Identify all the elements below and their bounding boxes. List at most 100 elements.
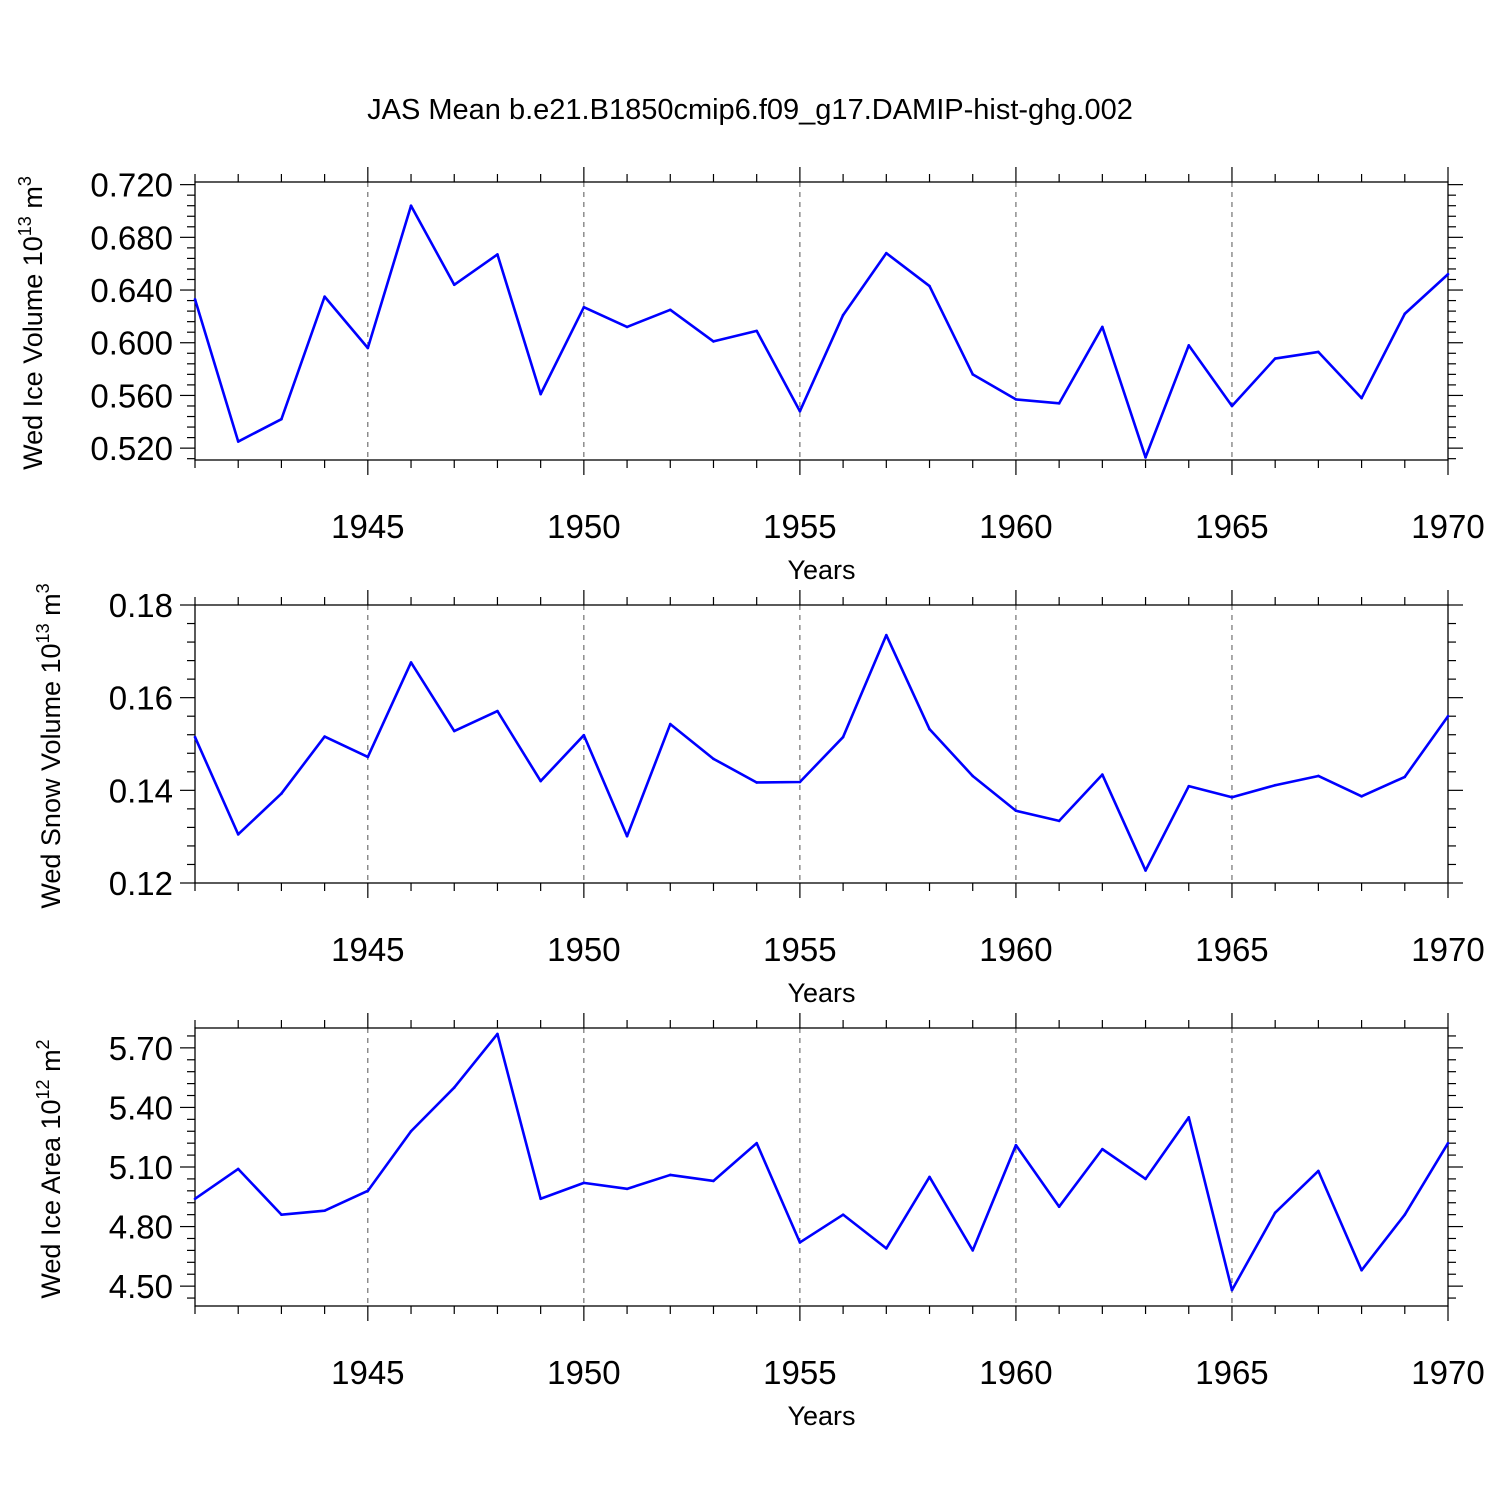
data-point — [1057, 819, 1061, 823]
data-point — [798, 1241, 802, 1244]
data-point — [1403, 312, 1407, 316]
data-point — [755, 329, 758, 333]
data-point — [1014, 1143, 1018, 1147]
data-point — [885, 1247, 888, 1250]
y-tick-label: 5.70 — [109, 1030, 173, 1067]
data-point — [841, 313, 845, 317]
data-point — [236, 440, 240, 443]
data-point — [236, 833, 240, 836]
data-point — [366, 346, 370, 350]
y-tick-label: 4.50 — [109, 1268, 173, 1305]
data-point — [1273, 357, 1277, 360]
data-point — [280, 1213, 283, 1216]
plot-frame — [194, 181, 1449, 461]
y-axis-label-text: Wed Ice Area 10 — [36, 1099, 66, 1298]
y-axis-label-superscript: 12 — [33, 1079, 53, 1099]
y-tick-label: 0.640 — [90, 272, 173, 309]
data-point — [798, 780, 802, 784]
data-point — [409, 1129, 413, 1133]
data-point — [1317, 1169, 1320, 1173]
y-axis-label-text: Wed Ice Volume 10 — [18, 236, 48, 470]
x-tick-label: 1955 — [763, 508, 836, 545]
data-point — [1187, 1116, 1191, 1119]
plot-frame — [194, 1027, 1449, 1307]
data-point — [971, 774, 975, 778]
data-point — [582, 733, 586, 737]
data-point — [625, 834, 629, 838]
data-point — [928, 284, 931, 288]
data-point — [885, 633, 888, 637]
data-point — [452, 729, 456, 733]
data-point — [1230, 1288, 1234, 1292]
data-point — [971, 1249, 975, 1252]
plot-frame — [194, 604, 1449, 884]
data-point — [1014, 809, 1018, 813]
data-point — [539, 779, 542, 783]
x-tick-label: 1955 — [763, 1354, 836, 1391]
data-point — [1230, 404, 1234, 408]
x-tick-label: 1970 — [1411, 1354, 1484, 1391]
x-tick-label: 1945 — [331, 508, 404, 545]
data-point — [1403, 1213, 1407, 1216]
y-axis-label-superscript: 13 — [15, 216, 35, 236]
data-point — [755, 781, 758, 784]
data-point — [1187, 784, 1191, 788]
data-point — [712, 757, 715, 761]
data-point — [928, 1175, 931, 1179]
y-axis-label-superscript: 2 — [33, 1039, 53, 1049]
data-point — [885, 251, 888, 255]
data-point — [366, 755, 370, 759]
y-axis-label: Wed Ice Volume 1013 m3 — [15, 176, 48, 470]
y-tick-label: 0.12 — [109, 865, 173, 902]
y-tick-label: 5.10 — [109, 1149, 173, 1186]
chart-panel-ice-volume: 0.520 0.560 0.600 0.640 0.680 0.720 1945 1950 19… — [15, 167, 1485, 585]
data-point — [496, 709, 499, 713]
data-point — [236, 1167, 240, 1171]
y-tick-label: 0.520 — [90, 430, 173, 467]
data-point — [798, 409, 802, 413]
x-axis-label: Years — [787, 978, 855, 1008]
y-axis-label-text: Wed Snow Volume 10 — [36, 643, 66, 908]
data-point — [496, 253, 499, 256]
y-axis-label-text: m — [18, 186, 48, 216]
y-tick-label: 0.680 — [90, 219, 173, 256]
x-tick-label: 1960 — [979, 931, 1052, 968]
data-point — [193, 297, 197, 301]
data-point — [539, 1197, 542, 1201]
x-tick-label: 1965 — [1195, 931, 1268, 968]
data-point — [1187, 344, 1191, 347]
data-point — [539, 392, 542, 396]
y-tick-label: 0.600 — [90, 325, 173, 362]
data-point — [1360, 795, 1363, 798]
data-point — [841, 1213, 845, 1216]
x-tick-label: 1970 — [1411, 508, 1484, 545]
series-line — [194, 1032, 1450, 1292]
data-point — [323, 735, 326, 738]
data-point — [409, 204, 413, 208]
data-point — [928, 727, 931, 731]
data-point — [452, 283, 456, 287]
data-point — [1317, 350, 1320, 354]
data-point — [712, 340, 715, 343]
data-point — [841, 735, 845, 739]
y-axis-label: Wed Ice Area 1012 m2 — [33, 1039, 66, 1298]
x-tick-label: 1950 — [547, 1354, 620, 1391]
data-point — [1446, 272, 1450, 276]
x-tick-label: 1965 — [1195, 508, 1268, 545]
data-point — [193, 1197, 197, 1201]
y-tick-label: 0.16 — [109, 680, 173, 717]
data-point — [496, 1032, 499, 1036]
data-point — [1101, 1147, 1104, 1151]
x-tick-label: 1955 — [763, 931, 836, 968]
data-point — [971, 373, 975, 376]
x-axis-label: Years — [787, 1401, 855, 1431]
x-tick-label: 1960 — [979, 508, 1052, 545]
data-point — [1317, 774, 1320, 778]
data-point — [1014, 398, 1018, 401]
y-axis-label-superscript: 3 — [33, 583, 53, 593]
chart-title: JAS Mean b.e21.B1850cmip6.f09_g17.DAMIP-… — [367, 94, 1133, 126]
data-point — [1446, 1141, 1450, 1145]
data-point — [1230, 795, 1234, 799]
y-tick-label: 0.560 — [90, 377, 173, 414]
